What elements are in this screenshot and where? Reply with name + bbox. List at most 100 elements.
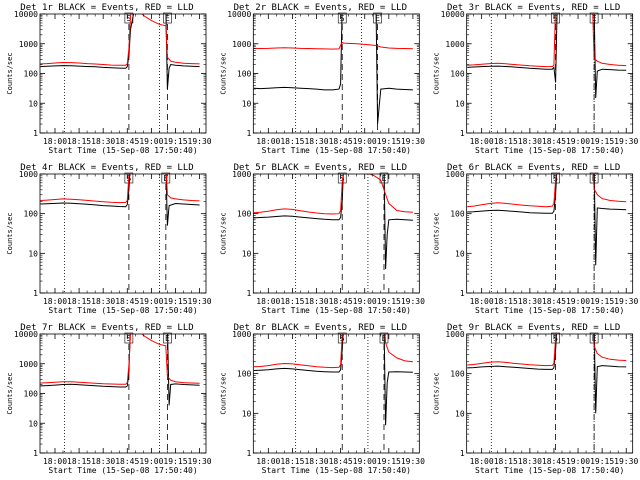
events-series-line — [467, 174, 627, 266]
y-tick-label: 1 — [33, 449, 38, 458]
x-tick-label: 18:00 — [470, 137, 494, 146]
x-tick-label: 18:45 — [329, 457, 353, 466]
x-tick-label: 18:45 — [329, 297, 353, 306]
x-tick-label: 18:00 — [256, 137, 280, 146]
x-tick-label: 19:00 — [139, 137, 163, 146]
y-tick-label: 10 — [242, 409, 252, 418]
lld-series-line — [253, 174, 413, 215]
marker-label-box — [124, 332, 134, 344]
lld-series-line — [467, 14, 627, 68]
x-tick-label: 18:15 — [67, 457, 91, 466]
plot-frame — [466, 333, 634, 454]
x-tick-label: 18:00 — [256, 297, 280, 306]
x-tick-label: 18:30 — [518, 297, 542, 306]
plot-frame — [252, 173, 420, 294]
chart-title: Det 7r BLACK = Events, RED = LLD — [20, 323, 193, 333]
x-tick-label: 19:00 — [139, 297, 163, 306]
x-tick-label: 19:30 — [188, 137, 212, 146]
y-tick-label: 10000 — [227, 10, 251, 19]
y-axis-label: Counts/sec — [6, 52, 14, 94]
x-tick-label: 19:30 — [188, 457, 212, 466]
x-tick-label: 18:45 — [542, 137, 566, 146]
y-tick-label: 1 — [247, 449, 252, 458]
x-tick-label: 19:00 — [353, 297, 377, 306]
x-tick-label: 18:45 — [115, 297, 139, 306]
x-tick-label: 18:00 — [43, 457, 67, 466]
x-tick-label: 18:45 — [329, 137, 353, 146]
y-tick-label: 1000 — [19, 170, 38, 179]
chart-title: Det 5r BLACK = Events, RED = LLD — [234, 163, 407, 173]
x-axis-label: Start Time (15-Sep-08 17:50:40) — [262, 306, 411, 315]
x-tick-label: 19:15 — [163, 297, 187, 306]
x-tick-label: 19:30 — [401, 137, 425, 146]
x-tick-label: 19:30 — [401, 457, 425, 466]
x-tick-label: 19:00 — [139, 457, 163, 466]
x-tick-label: 18:15 — [280, 137, 304, 146]
y-axis-label: Counts/sec — [6, 212, 14, 254]
x-tick-label: 18:30 — [304, 297, 328, 306]
y-axis-label: Counts/sec — [219, 372, 227, 414]
lld-series-line — [467, 174, 627, 208]
y-tick-label: 1000 — [445, 40, 464, 49]
x-axis-label: Start Time (15-Sep-08 17:50:40) — [48, 306, 197, 315]
events-series-line — [467, 334, 627, 414]
y-tick-label: 1000 — [232, 40, 251, 49]
y-tick-label: 100 — [24, 210, 39, 219]
x-tick-label: 19:30 — [614, 457, 638, 466]
events-series-line — [253, 334, 413, 426]
y-tick-label: 10 — [455, 99, 465, 108]
x-axis-label: Start Time (15-Sep-08 17:50:40) — [262, 146, 411, 155]
x-tick-label: 18:15 — [494, 457, 518, 466]
events-series-line — [467, 14, 627, 99]
lld-series-line — [40, 174, 200, 204]
y-axis-label: Counts/sec — [433, 52, 441, 94]
y-tick-label: 10 — [242, 249, 252, 258]
marker-label: E — [165, 14, 170, 23]
x-axis-label: Start Time (15-Sep-08 17:50:40) — [48, 466, 197, 475]
y-tick-label: 10 — [28, 419, 38, 428]
y-axis-label: Counts/sec — [219, 52, 227, 94]
chart-title: Det 2r BLACK = Events, RED = LLD — [234, 3, 407, 13]
y-tick-label: 100 — [237, 210, 252, 219]
marker-label-box — [163, 12, 172, 24]
x-tick-label: 18:30 — [304, 137, 328, 146]
x-tick-label: 19:30 — [401, 297, 425, 306]
x-tick-label: 18:30 — [518, 137, 542, 146]
y-tick-label: 1000 — [19, 40, 38, 49]
x-tick-label: 19:30 — [614, 297, 638, 306]
x-tick-label: 18:00 — [470, 457, 494, 466]
x-tick-label: 18:45 — [542, 297, 566, 306]
events-series-line — [40, 174, 200, 226]
events-series-line — [253, 14, 413, 125]
plot-frame — [39, 13, 207, 134]
events-series-line — [40, 14, 200, 90]
x-tick-label: 19:15 — [377, 297, 401, 306]
y-axis-label: Counts/sec — [433, 212, 441, 254]
x-axis-label: Start Time (15-Sep-08 17:50:40) — [475, 466, 624, 475]
x-tick-label: 18:15 — [494, 297, 518, 306]
y-tick-label: 100 — [24, 390, 39, 399]
y-tick-label: 10 — [28, 249, 38, 258]
x-tick-label: 19:30 — [188, 297, 212, 306]
x-tick-label: 18:30 — [91, 297, 115, 306]
x-tick-label: 19:15 — [590, 137, 614, 146]
x-tick-label: 18:15 — [280, 457, 304, 466]
x-tick-label: 18:45 — [115, 137, 139, 146]
y-tick-label: 100 — [237, 70, 252, 79]
x-tick-label: 18:30 — [304, 457, 328, 466]
y-tick-label: 10 — [242, 99, 252, 108]
x-tick-label: 18:30 — [518, 457, 542, 466]
marker-label: S — [126, 334, 131, 343]
x-tick-label: 18:00 — [470, 297, 494, 306]
y-tick-label: 1 — [247, 129, 252, 138]
y-tick-label: 1000 — [445, 170, 464, 179]
y-tick-label: 10000 — [14, 330, 38, 339]
x-tick-label: 19:15 — [590, 297, 614, 306]
